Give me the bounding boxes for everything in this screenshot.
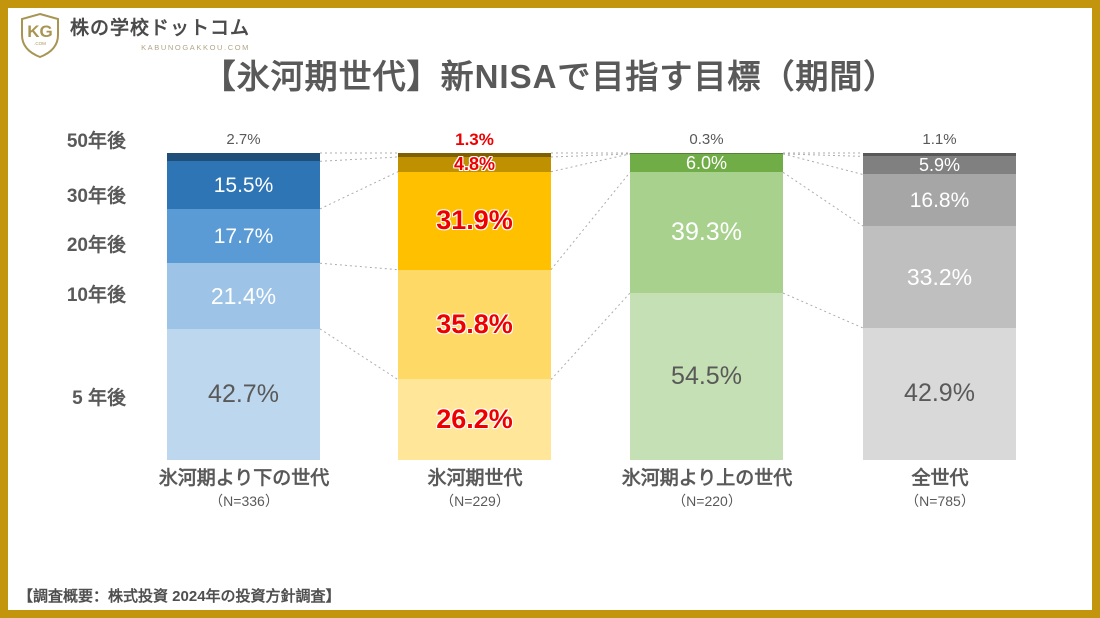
group-label-2: 氷河期世代: [427, 468, 523, 489]
bar-segment-5年後: 42.7%: [167, 328, 320, 460]
segment-value-label: 54.5%: [671, 361, 742, 390]
bar-segment-5年後: 42.9%: [863, 327, 1016, 460]
y-axis-label-20年後: 20年後: [66, 235, 126, 256]
y-axis-label-50年後: 50年後: [66, 131, 126, 152]
above-bar-value-label: 1.3%: [455, 130, 494, 149]
segment-value-label: 39.3%: [671, 218, 742, 247]
group-label-1: 氷河期より下の世代: [158, 468, 330, 489]
segment-value-label: 6.0%: [685, 153, 728, 174]
segment-value-label: 21.4%: [210, 282, 277, 309]
brand-logo: KG .COM 株の学校ドットコム KABUNOGAKKOU.COM: [18, 12, 250, 59]
bar-segment-20年後: 6.0%: [630, 153, 783, 174]
bar-segment-10年後: 33.2%: [863, 226, 1016, 328]
segment-value-label: 31.9%: [436, 205, 513, 236]
bar-segment-50年後: [398, 153, 551, 157]
survey-note-line1: 【調査概要：株式投資 2024年の投資方針調査】: [18, 588, 341, 605]
segment-value-label: 5.9%: [918, 155, 961, 176]
y-axis-label-10年後: 10年後: [66, 285, 126, 306]
group-sample-size-2: （N=229）: [440, 493, 510, 509]
segment-value-label: 42.9%: [904, 379, 975, 408]
segment-value-label: 35.8%: [436, 309, 513, 340]
segment-value-label: 16.8%: [909, 188, 970, 212]
above-bar-value-label: 1.1%: [922, 131, 957, 148]
brand-domain: KABUNOGAKKOU.COM: [141, 43, 251, 52]
y-axis-label-30年後: 30年後: [66, 186, 126, 207]
group-sample-size-1: （N=336）: [209, 493, 279, 509]
survey-note: 【調査概要：株式投資 2024年の投資方針調査】 ・調査対象：全国の株式投資に取…: [18, 543, 1082, 610]
segment-value-label: 33.2%: [906, 263, 973, 290]
group-label-3: 氷河期より上の世代: [621, 468, 793, 489]
shield-kg-icon: KG .COM: [21, 12, 59, 59]
bar-segment-30年後: 4.8%: [398, 154, 551, 175]
page-title: 【氷河期世代】新NISAで目指す目標（期間）: [202, 58, 898, 95]
bar-group-2: 4.8% 31.9% 35.8% 26.2%: [398, 153, 551, 460]
bar-group-3: 6.0% 39.3% 54.5%: [630, 153, 783, 460]
bar-segment-30年後: 5.9%: [863, 155, 1016, 176]
bar-group-1: 15.5% 17.7% 21.4% 42.7%: [167, 153, 320, 460]
stacked-bar-chart: 5 年後 10年後 20年後 30年後 50年後 2.7% 15.5% 17.7% 21.4% 4…: [8, 8, 1092, 610]
segment-value-label: 17.7%: [213, 224, 274, 248]
bar-segment-20年後: 16.8%: [863, 174, 1016, 227]
above-bar-value-label: 0.3%: [689, 131, 724, 148]
bar-segment-50年後: [167, 153, 320, 162]
above-bar-value-label: 2.7%: [226, 131, 261, 148]
group-label-4: 全世代: [911, 468, 969, 489]
group-sample-size-3: （N=220）: [672, 493, 742, 509]
segment-value-label: 4.8%: [453, 154, 496, 175]
bar-segment-10年後: 35.8%: [398, 269, 551, 380]
bar-segment-50年後: [630, 153, 783, 154]
infographic-content: KG .COM 株の学校ドットコム KABUNOGAKKOU.COM 【氷河期世…: [8, 8, 1092, 610]
bar-segment-20年後: 31.9%: [398, 171, 551, 270]
bar-segment-10年後: 39.3%: [630, 172, 783, 293]
bar-group-4: 5.9% 16.8% 33.2% 42.9%: [863, 153, 1016, 460]
group-sample-size-4: （N=785）: [905, 493, 975, 509]
bar-segment-30年後: 15.5%: [167, 161, 320, 209]
brand-name: 株の学校ドットコム: [70, 18, 251, 39]
segment-value-label: 42.7%: [208, 379, 279, 408]
svg-text:KG: KG: [27, 22, 53, 41]
bar-segment-5年後: 26.2%: [398, 379, 551, 460]
segment-value-label: 15.5%: [213, 173, 274, 197]
bar-segment-20年後: 17.7%: [167, 208, 320, 264]
bar-segment-10年後: 21.4%: [167, 263, 320, 329]
y-axis-label-5年後: 5 年後: [72, 388, 126, 409]
segment-value-label: 26.2%: [436, 404, 513, 435]
bar-segment-5年後: 54.5%: [630, 292, 783, 460]
svg-text:.COM: .COM: [34, 41, 46, 46]
brand-text-block: 株の学校ドットコム KABUNOGAKKOU.COM: [70, 12, 250, 52]
bar-segment-50年後: [863, 153, 1016, 157]
